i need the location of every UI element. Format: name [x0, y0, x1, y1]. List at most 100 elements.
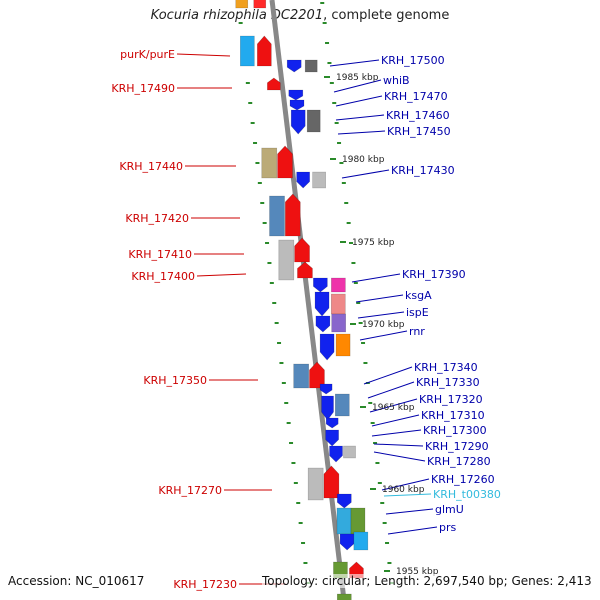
gene-shape	[336, 493, 352, 509]
scale-tick	[360, 406, 366, 408]
gene-shape	[289, 99, 305, 111]
gene-shape	[325, 417, 339, 429]
scale-tick	[340, 241, 346, 243]
scale-label: 1970 kbp	[362, 320, 405, 330]
track-dot	[334, 122, 339, 124]
gene-shape	[304, 59, 318, 73]
track-dot	[279, 362, 284, 364]
leader-line	[371, 414, 420, 427]
gene-shape	[319, 333, 335, 361]
gene-shape	[253, 0, 267, 9]
gene-shape	[329, 445, 343, 463]
gene-shape	[330, 293, 346, 315]
scale-label: 1965 kbp	[372, 403, 415, 413]
left-gene-label: KRH_17230	[173, 578, 237, 591]
track-dot	[377, 482, 382, 484]
leader-line	[387, 526, 438, 535]
right-gene-label: KRH_17470	[384, 90, 448, 103]
track-dot	[274, 322, 279, 324]
scale-label: 1980 kbp	[342, 155, 385, 165]
track-dot	[337, 142, 342, 144]
gene-shape	[235, 0, 249, 9]
leader-line	[329, 59, 380, 67]
track-dot	[375, 462, 380, 464]
gene-shape	[339, 533, 355, 551]
gene-shape	[334, 393, 350, 417]
right-gene-label: prs	[439, 521, 457, 534]
track-dot	[351, 262, 356, 264]
feature-track-dots	[236, 2, 394, 584]
track-dot	[298, 522, 303, 524]
right-gene-label: whiB	[383, 74, 410, 87]
right-gene-label: KRH_17320	[419, 393, 483, 406]
leader-line	[341, 169, 390, 179]
right-gene-label: KRH_17450	[387, 125, 451, 138]
right-gene-label: ispE	[406, 306, 429, 319]
right-gene-label: rnr	[409, 325, 425, 338]
gene-shape	[261, 147, 278, 179]
right-gene-label: KRH_17300	[423, 424, 487, 437]
track-dot	[255, 162, 260, 164]
gene-shape	[286, 59, 302, 73]
track-dot	[253, 142, 258, 144]
right-gene-label: KRH_17460	[386, 109, 450, 122]
right-gene-label: KRH_17280	[427, 455, 491, 468]
scale-label: 1975 kbp	[352, 238, 395, 248]
leader-line	[367, 381, 415, 399]
leader-line	[196, 273, 247, 277]
track-dot	[265, 242, 270, 244]
track-dot	[382, 522, 387, 524]
right-gene-label: KRH_17290	[425, 440, 489, 453]
scale-tick	[330, 158, 336, 160]
leader-line	[383, 493, 432, 497]
track-dot	[368, 402, 373, 404]
scale-ticks: 1985 kbp 1980 kbp 1975 kbp 1970 kbp 1965 kbp…	[324, 73, 439, 577]
gene-features	[235, 0, 369, 600]
right-gene-label: KRH_17330	[416, 376, 480, 389]
track-dot	[291, 462, 296, 464]
leader-line	[351, 273, 401, 283]
gene-shape	[288, 89, 304, 101]
leader-line	[359, 330, 408, 341]
track-dot	[387, 562, 392, 564]
gene-shape	[335, 333, 351, 357]
gene-shape	[336, 507, 352, 535]
gene-shape	[290, 109, 306, 135]
accession-label: Accession: NC_010617	[8, 574, 145, 588]
track-dot	[284, 402, 289, 404]
track-dot	[272, 302, 277, 304]
leader-line	[373, 451, 426, 462]
gene-shape	[350, 507, 366, 535]
track-dot	[303, 562, 308, 564]
scale-tick	[350, 323, 356, 325]
gene-shape	[284, 193, 301, 237]
track-dot	[262, 222, 267, 224]
gene-shape	[297, 261, 313, 279]
track-dot	[385, 542, 390, 544]
track-dot	[327, 62, 332, 64]
left-gene-label: KRH_17410	[128, 248, 192, 261]
map-title: Kocuria rhizophila DC2201, complete geno…	[0, 8, 600, 23]
scale-tick	[324, 76, 330, 78]
gene-shape	[278, 239, 295, 281]
right-gene-label: KRH_17430	[391, 164, 455, 177]
leader-line	[385, 508, 434, 515]
track-dot	[356, 302, 361, 304]
track-dot	[358, 322, 363, 324]
track-dot	[339, 162, 344, 164]
track-dot	[361, 342, 366, 344]
track-dot	[353, 282, 358, 284]
leader-line	[363, 366, 413, 385]
track-dot	[286, 422, 291, 424]
leader-line	[357, 311, 405, 319]
scale-label: 1960 kbp	[382, 485, 425, 495]
track-dot	[346, 222, 351, 224]
track-dot	[257, 182, 262, 184]
title-suffix: , complete genome	[323, 8, 450, 23]
gene-shape	[343, 445, 356, 459]
gene-shape	[240, 35, 255, 67]
track-dot	[332, 102, 337, 104]
leader-line	[333, 79, 382, 93]
gene-shape	[314, 291, 330, 317]
